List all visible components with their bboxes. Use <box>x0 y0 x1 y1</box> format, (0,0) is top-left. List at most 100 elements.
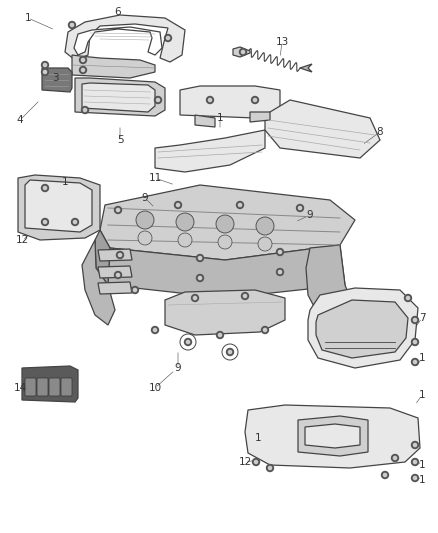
Circle shape <box>198 277 201 280</box>
Polygon shape <box>298 416 368 456</box>
Circle shape <box>197 274 204 281</box>
Text: 1: 1 <box>217 113 223 123</box>
Circle shape <box>413 341 417 344</box>
Circle shape <box>42 61 49 69</box>
Circle shape <box>156 99 159 102</box>
Circle shape <box>198 256 201 260</box>
Circle shape <box>184 338 191 345</box>
Circle shape <box>136 211 154 229</box>
Circle shape <box>411 338 418 345</box>
Polygon shape <box>195 115 215 127</box>
Circle shape <box>276 269 283 276</box>
Circle shape <box>252 458 259 465</box>
Circle shape <box>176 213 194 231</box>
Circle shape <box>43 70 46 74</box>
Circle shape <box>187 341 190 344</box>
Text: 6: 6 <box>115 7 121 17</box>
Circle shape <box>178 233 192 247</box>
Text: 1: 1 <box>419 460 425 470</box>
Text: 14: 14 <box>14 383 27 393</box>
Text: 7: 7 <box>419 313 425 323</box>
Circle shape <box>241 293 248 300</box>
Circle shape <box>155 96 162 103</box>
Polygon shape <box>98 282 132 294</box>
Circle shape <box>266 464 273 472</box>
Circle shape <box>413 360 417 364</box>
FancyBboxPatch shape <box>61 378 72 396</box>
Text: 12: 12 <box>238 457 251 467</box>
Text: 9: 9 <box>141 193 148 203</box>
Text: 3: 3 <box>52 73 58 83</box>
Circle shape <box>297 205 304 212</box>
Polygon shape <box>42 68 72 92</box>
Text: 9: 9 <box>175 363 181 373</box>
Circle shape <box>114 206 121 214</box>
Circle shape <box>413 318 417 321</box>
Polygon shape <box>25 180 92 232</box>
Polygon shape <box>18 175 100 240</box>
Circle shape <box>406 296 410 300</box>
Circle shape <box>219 334 222 336</box>
Polygon shape <box>180 86 280 118</box>
Circle shape <box>74 221 77 223</box>
Circle shape <box>411 359 418 366</box>
FancyBboxPatch shape <box>49 378 60 396</box>
Circle shape <box>42 69 49 76</box>
Polygon shape <box>300 64 312 72</box>
Circle shape <box>131 287 138 294</box>
Circle shape <box>81 59 85 62</box>
Polygon shape <box>316 300 408 358</box>
Circle shape <box>413 461 417 464</box>
Polygon shape <box>65 15 185 62</box>
Circle shape <box>254 99 257 102</box>
Circle shape <box>117 252 124 259</box>
Polygon shape <box>155 130 265 172</box>
Polygon shape <box>245 405 420 468</box>
Circle shape <box>114 271 121 279</box>
Circle shape <box>279 251 282 254</box>
Circle shape <box>216 332 223 338</box>
Circle shape <box>134 288 137 292</box>
Polygon shape <box>250 112 270 122</box>
Circle shape <box>191 295 198 302</box>
Circle shape <box>68 21 75 28</box>
Polygon shape <box>308 288 418 368</box>
Circle shape <box>174 201 181 208</box>
Circle shape <box>43 63 46 67</box>
Circle shape <box>411 441 418 448</box>
Circle shape <box>244 294 247 297</box>
Circle shape <box>298 206 302 209</box>
Circle shape <box>381 472 389 479</box>
Circle shape <box>42 184 49 191</box>
Text: 1: 1 <box>254 433 261 443</box>
Circle shape <box>206 96 213 103</box>
Circle shape <box>411 317 418 324</box>
Text: 11: 11 <box>148 173 162 183</box>
Circle shape <box>194 296 197 300</box>
Text: 1: 1 <box>419 475 425 485</box>
Circle shape <box>138 231 152 245</box>
Circle shape <box>383 473 387 477</box>
Circle shape <box>80 67 86 74</box>
Circle shape <box>261 327 268 334</box>
Circle shape <box>413 477 417 480</box>
Circle shape <box>276 248 283 255</box>
Circle shape <box>254 461 258 464</box>
Polygon shape <box>108 245 345 298</box>
Polygon shape <box>72 55 155 78</box>
Circle shape <box>251 96 258 103</box>
Circle shape <box>177 204 180 207</box>
Circle shape <box>226 349 233 356</box>
Polygon shape <box>95 230 110 285</box>
Circle shape <box>392 455 399 462</box>
Circle shape <box>83 108 87 111</box>
Circle shape <box>411 474 418 481</box>
Polygon shape <box>82 240 115 325</box>
Polygon shape <box>75 78 165 116</box>
Text: 9: 9 <box>307 210 313 220</box>
Text: 1: 1 <box>419 390 425 400</box>
Text: 1: 1 <box>62 177 68 187</box>
Circle shape <box>152 327 159 334</box>
Circle shape <box>81 68 85 71</box>
Circle shape <box>208 99 212 102</box>
